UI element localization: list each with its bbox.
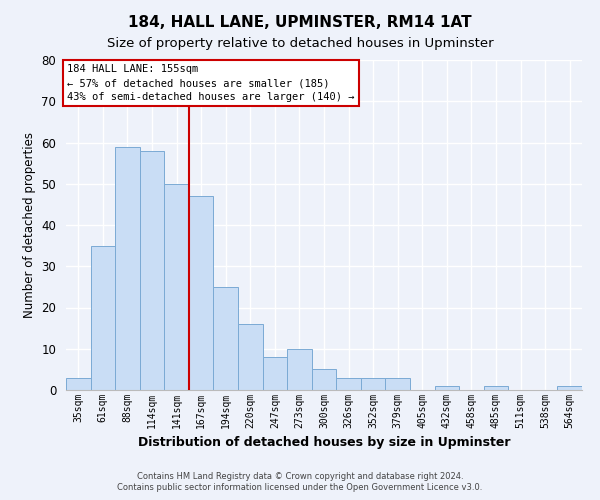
Bar bbox=[287, 349, 312, 390]
Bar bbox=[214, 287, 238, 390]
Bar bbox=[312, 370, 336, 390]
Bar bbox=[434, 386, 459, 390]
Bar bbox=[238, 324, 263, 390]
Bar bbox=[140, 151, 164, 390]
Text: 184, HALL LANE, UPMINSTER, RM14 1AT: 184, HALL LANE, UPMINSTER, RM14 1AT bbox=[128, 15, 472, 30]
Text: Contains HM Land Registry data © Crown copyright and database right 2024.
Contai: Contains HM Land Registry data © Crown c… bbox=[118, 472, 482, 492]
Bar bbox=[164, 184, 189, 390]
Y-axis label: Number of detached properties: Number of detached properties bbox=[23, 132, 36, 318]
Bar bbox=[115, 146, 140, 390]
Bar bbox=[385, 378, 410, 390]
Bar bbox=[189, 196, 214, 390]
Bar bbox=[557, 386, 582, 390]
Bar bbox=[361, 378, 385, 390]
Text: 184 HALL LANE: 155sqm
← 57% of detached houses are smaller (185)
43% of semi-det: 184 HALL LANE: 155sqm ← 57% of detached … bbox=[67, 64, 355, 102]
Text: Size of property relative to detached houses in Upminster: Size of property relative to detached ho… bbox=[107, 38, 493, 51]
X-axis label: Distribution of detached houses by size in Upminster: Distribution of detached houses by size … bbox=[138, 436, 510, 450]
Bar bbox=[484, 386, 508, 390]
Bar bbox=[91, 246, 115, 390]
Bar bbox=[66, 378, 91, 390]
Bar bbox=[263, 357, 287, 390]
Bar bbox=[336, 378, 361, 390]
